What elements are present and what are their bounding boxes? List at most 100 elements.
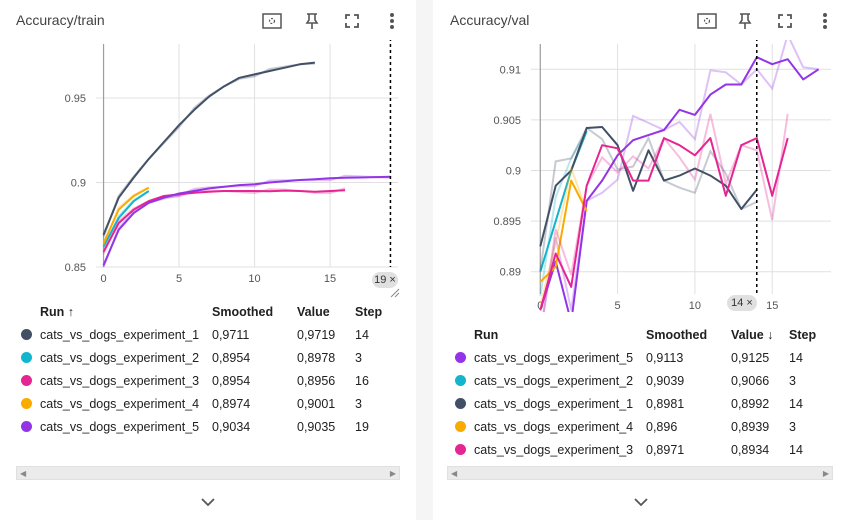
table-row[interactable]: cats_vs_dogs_experiment_2 0,9039 0,9066 3 <box>433 371 845 391</box>
table-row[interactable]: cats_vs_dogs_experiment_2 0,8954 0,8978 3 <box>0 348 416 368</box>
x-tick-label: 5 <box>615 300 621 312</box>
smoothed-value: 0,8954 <box>212 374 251 388</box>
run-color-swatch <box>455 421 466 432</box>
more-options-icon[interactable] <box>381 10 403 32</box>
more-options-icon[interactable] <box>814 10 836 32</box>
raw-value: 0,8978 <box>297 351 336 365</box>
raw-value: 0,9125 <box>731 351 770 365</box>
train-chart[interactable]: 0.95 0.9 0.85 0 5 10 15 <box>0 40 416 298</box>
fit-domain-icon[interactable] <box>696 10 718 32</box>
val-chart[interactable]: 0.91 0.905 0.9 0.895 0.89 0 5 10 15 <box>433 40 845 312</box>
x-tick-label: 0 <box>100 273 106 285</box>
run-color-swatch <box>455 444 466 455</box>
step-value: 14 <box>355 328 369 342</box>
table-row[interactable]: cats_vs_dogs_experiment_1 0,9711 0,9719 14 <box>0 325 416 345</box>
step-marker-label[interactable]: 14 × <box>727 295 757 311</box>
series-line <box>539 137 789 311</box>
fit-domain-icon[interactable] <box>261 10 283 32</box>
step-value: 14 <box>789 351 803 365</box>
table-row[interactable]: cats_vs_dogs_experiment_4 0,8974 0,9001 3 <box>0 394 416 414</box>
horizontal-scrollbar[interactable]: ◀ ▶ <box>16 466 400 480</box>
column-header-run[interactable]: Run <box>474 328 499 342</box>
run-table: Run ↑ Smoothed Value Step cats_vs_dogs_e… <box>0 300 416 440</box>
chevron-down-icon[interactable] <box>633 497 649 507</box>
column-header-value[interactable]: Value <box>297 305 330 319</box>
table-row[interactable]: cats_vs_dogs_experiment_5 0,9034 0,9035 19 <box>0 417 416 437</box>
table-row[interactable]: cats_vs_dogs_experiment_5 0,9113 0,9125 14 <box>433 348 845 368</box>
y-tick-label: 0.91 <box>500 64 521 76</box>
run-name: cats_vs_dogs_experiment_5 <box>40 420 200 434</box>
smoothed-value: 0,8974 <box>212 397 251 411</box>
step-value: 19 <box>355 420 369 434</box>
run-name: cats_vs_dogs_experiment_1 <box>40 328 200 342</box>
x-tick-label: 0 <box>537 300 543 312</box>
run-color-swatch <box>455 352 466 363</box>
resize-handle-icon[interactable] <box>390 288 400 298</box>
column-header-smoothed[interactable]: Smoothed <box>646 328 708 342</box>
y-tick-label: 0.9 <box>506 166 521 178</box>
scroll-right-icon[interactable]: ▶ <box>389 469 396 478</box>
run-name: cats_vs_dogs_experiment_2 <box>40 351 200 365</box>
series-raw-line <box>542 113 789 312</box>
raw-value: 0,9066 <box>731 374 770 388</box>
chart-card-val: Accuracy/val 0.91 0.905 0.9 0.895 0.89 0 5 10 15… <box>433 0 845 520</box>
step-value: 14 <box>789 397 803 411</box>
fullscreen-icon[interactable] <box>774 10 796 32</box>
raw-value: 0,9719 <box>297 328 336 342</box>
series-raw-line <box>539 126 758 271</box>
x-tick-label: 10 <box>248 273 260 285</box>
scroll-right-icon[interactable]: ▶ <box>822 469 829 478</box>
column-header-run[interactable]: Run ↑ <box>40 305 75 319</box>
run-color-swatch <box>21 352 32 363</box>
y-tick-label: 0.89 <box>500 267 521 279</box>
fullscreen-icon[interactable] <box>341 10 363 32</box>
horizontal-scrollbar[interactable]: ◀ ▶ <box>447 466 833 480</box>
raw-value: 0,8956 <box>297 374 336 388</box>
raw-value: 0,9001 <box>297 397 336 411</box>
chart-card-train: Accuracy/train 0.95 0.9 0.85 0 5 10 15 19 × Ru… <box>0 0 416 520</box>
run-color-swatch <box>21 329 32 340</box>
pin-icon[interactable] <box>301 10 323 32</box>
table-row[interactable]: cats_vs_dogs_experiment_3 0,8954 0,8956 16 <box>0 371 416 391</box>
raw-value: 0,8934 <box>731 443 770 457</box>
smoothed-value: 0,8981 <box>646 397 685 411</box>
run-name: cats_vs_dogs_experiment_5 <box>474 351 634 365</box>
series-line <box>102 175 391 266</box>
series-line <box>539 56 820 312</box>
raw-value: 0,8939 <box>731 420 770 434</box>
chart-title: Accuracy/val <box>450 12 530 28</box>
series-line <box>539 179 588 283</box>
smoothed-value: 0,9039 <box>646 374 685 388</box>
scroll-left-icon[interactable]: ◀ <box>20 469 27 478</box>
table-row[interactable]: cats_vs_dogs_experiment_1 0,8981 0,8992 14 <box>433 394 845 414</box>
y-tick-label: 0.85 <box>65 262 86 274</box>
step-value: 3 <box>789 374 796 388</box>
smoothed-value: 0,896 <box>646 420 678 434</box>
column-header-value[interactable]: Value ↓ <box>731 328 774 342</box>
run-color-swatch <box>455 375 466 386</box>
pin-icon[interactable] <box>734 10 756 32</box>
y-tick-label: 0.95 <box>65 93 86 105</box>
y-tick-label: 0.9 <box>71 178 86 190</box>
smoothed-value: 0,9034 <box>212 420 251 434</box>
x-tick-label: 15 <box>324 273 336 285</box>
column-header-step[interactable]: Step <box>789 328 817 342</box>
step-marker-label[interactable]: 19 × <box>372 272 398 288</box>
chevron-down-icon[interactable] <box>200 497 216 507</box>
series-line <box>102 189 346 253</box>
column-header-smoothed[interactable]: Smoothed <box>212 305 274 319</box>
table-row[interactable]: cats_vs_dogs_experiment_4 0,896 0,8939 3 <box>433 417 845 437</box>
run-color-swatch <box>21 398 32 409</box>
smoothed-value: 0,8971 <box>646 443 685 457</box>
series-line <box>102 186 150 244</box>
step-value: 16 <box>355 374 369 388</box>
series-line <box>102 190 150 248</box>
run-name: cats_vs_dogs_experiment_2 <box>474 374 634 388</box>
scroll-left-icon[interactable]: ◀ <box>451 469 458 478</box>
y-tick-label: 0.905 <box>493 115 521 127</box>
run-color-swatch <box>21 375 32 386</box>
smoothed-value: 0,9113 <box>646 351 684 365</box>
table-row[interactable]: cats_vs_dogs_experiment_3 0,8971 0,8934 14 <box>433 440 845 460</box>
column-header-step[interactable]: Step <box>355 305 383 319</box>
series-line <box>539 126 758 247</box>
